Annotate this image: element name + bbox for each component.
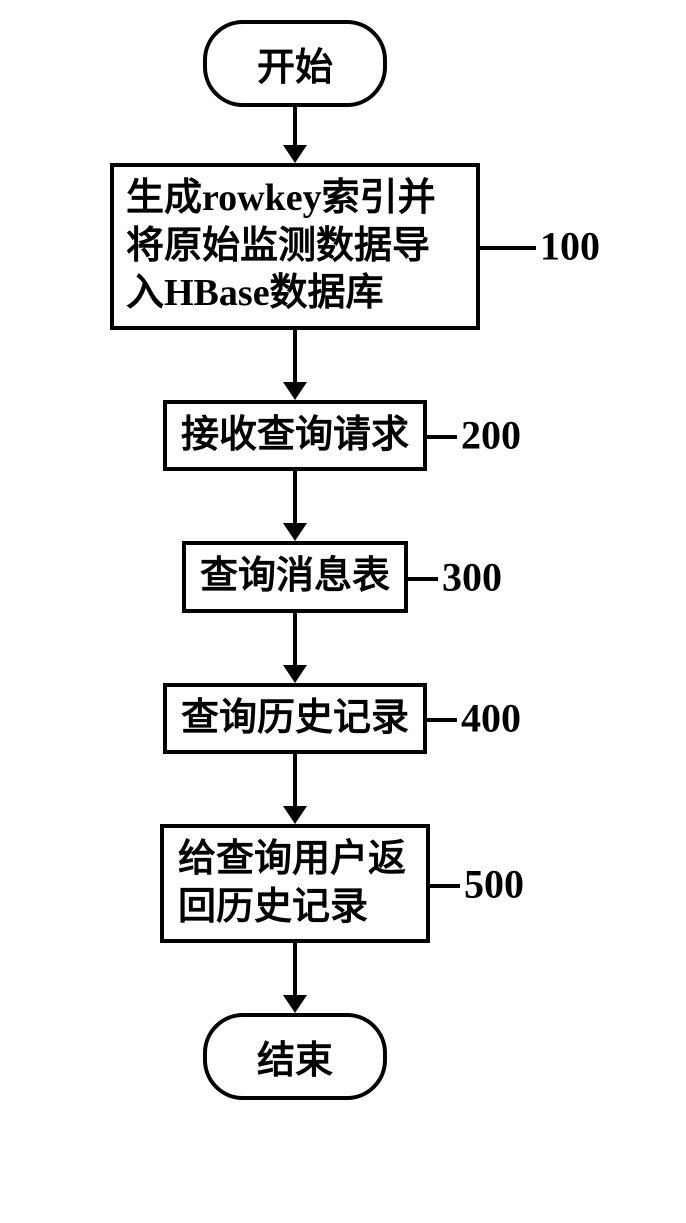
step3-row: 查询消息表 300 bbox=[182, 541, 408, 613]
label-connector-1 bbox=[480, 246, 536, 250]
step4-text: 查询历史记录 bbox=[181, 697, 409, 739]
end-text: 结束 bbox=[257, 1040, 333, 1082]
arrow-head bbox=[283, 806, 307, 824]
label-connector-2 bbox=[427, 435, 457, 439]
step5-line2: 回历史记录 bbox=[178, 884, 412, 932]
arrow-5 bbox=[283, 754, 307, 824]
step2-text: 接收查询请求 bbox=[181, 414, 409, 456]
arrow-line bbox=[293, 943, 297, 995]
step3-text: 查询消息表 bbox=[200, 555, 390, 597]
arrow-line bbox=[293, 330, 297, 382]
arrow-head bbox=[283, 995, 307, 1013]
arrow-3 bbox=[283, 471, 307, 541]
step1-line3: 入HBase数据库 bbox=[126, 270, 464, 318]
step1-line2: 将原始监测数据导 bbox=[126, 223, 464, 271]
step1-row: 生成rowkey索引并 将原始监测数据导 入HBase数据库 100 bbox=[110, 163, 480, 330]
arrow-1 bbox=[283, 107, 307, 163]
step4-label: 400 bbox=[461, 695, 521, 742]
step5-node: 给查询用户返 回历史记录 bbox=[160, 824, 430, 943]
step5-label: 500 bbox=[464, 860, 524, 907]
arrow-head bbox=[283, 145, 307, 163]
arrow-6 bbox=[283, 943, 307, 1013]
step2-node: 接收查询请求 bbox=[163, 400, 427, 472]
label-connector-4 bbox=[427, 718, 457, 722]
arrow-line bbox=[293, 754, 297, 806]
arrow-head bbox=[283, 523, 307, 541]
step2-row: 接收查询请求 200 bbox=[163, 400, 427, 472]
arrow-2 bbox=[283, 330, 307, 400]
arrow-4 bbox=[283, 613, 307, 683]
start-node: 开始 bbox=[203, 20, 387, 107]
step5-row: 给查询用户返 回历史记录 500 bbox=[160, 824, 430, 943]
arrow-head bbox=[283, 665, 307, 683]
flowchart-container: 开始 生成rowkey索引并 将原始监测数据导 入HBase数据库 100 接收… bbox=[110, 20, 480, 1100]
label-connector-3 bbox=[408, 577, 438, 581]
step3-node: 查询消息表 bbox=[182, 541, 408, 613]
label-connector-5 bbox=[430, 884, 460, 888]
arrow-head bbox=[283, 382, 307, 400]
step1-line1: 生成rowkey索引并 bbox=[126, 175, 464, 223]
step1-label: 100 bbox=[540, 223, 600, 270]
step4-row: 查询历史记录 400 bbox=[163, 683, 427, 755]
start-text: 开始 bbox=[257, 47, 333, 89]
step1-node: 生成rowkey索引并 将原始监测数据导 入HBase数据库 bbox=[110, 163, 480, 330]
step2-label: 200 bbox=[461, 412, 521, 459]
arrow-line bbox=[293, 107, 297, 145]
end-node: 结束 bbox=[203, 1013, 387, 1100]
step4-node: 查询历史记录 bbox=[163, 683, 427, 755]
arrow-line bbox=[293, 613, 297, 665]
step3-label: 300 bbox=[442, 553, 502, 600]
step5-line1: 给查询用户返 bbox=[178, 836, 412, 884]
arrow-line bbox=[293, 471, 297, 523]
